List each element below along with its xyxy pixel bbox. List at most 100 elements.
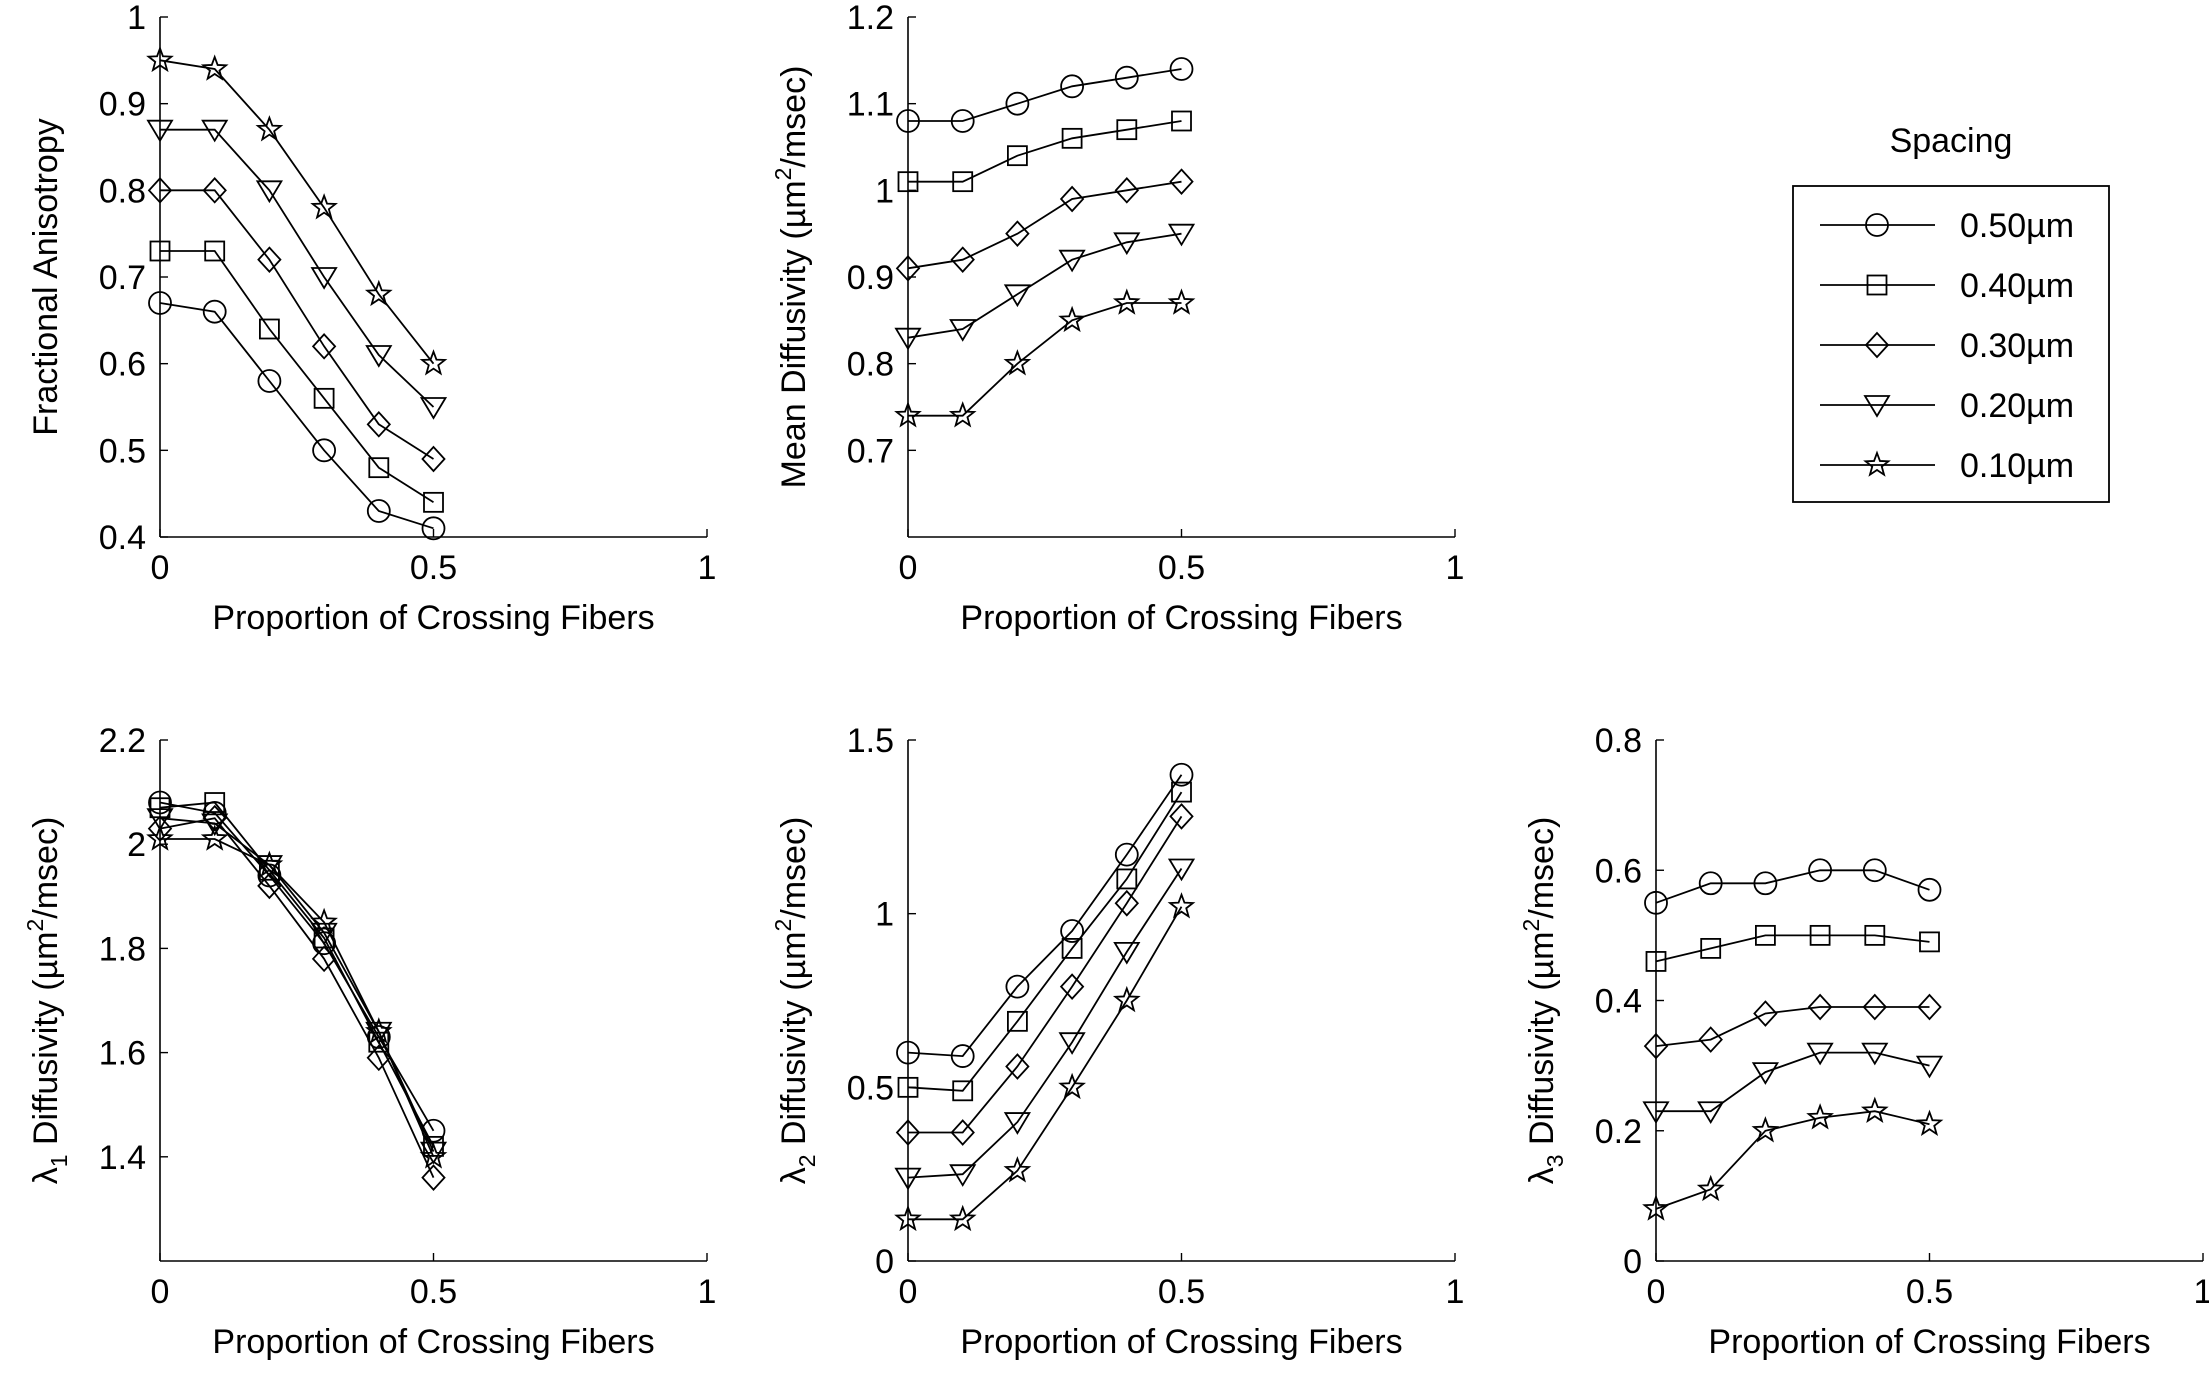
data-point (368, 457, 390, 479)
data-point (204, 792, 226, 813)
data-point (201, 119, 229, 143)
series-line (1656, 1051, 1930, 1113)
series-line (1655, 1006, 1930, 1047)
legend-marker-diamond (1864, 331, 1890, 359)
series-line (160, 189, 434, 460)
x-tick-label: 1 (698, 1273, 717, 1311)
data-point (1003, 284, 1031, 308)
x-axis-label: Proportion of Crossing Fibers (212, 1323, 654, 1361)
data-point (950, 109, 975, 133)
data-point (1058, 1072, 1086, 1100)
data-point (423, 491, 444, 513)
data-point (1058, 249, 1086, 273)
data-point (1005, 1053, 1030, 1080)
legend-label: 0.50µm (1960, 207, 2074, 245)
data-point (1809, 924, 1831, 946)
series-triangle-down (1642, 1042, 1944, 1124)
data-point (147, 815, 173, 842)
data-point (421, 516, 446, 541)
y-axis-label: λ2 Diffusivity (µm2/msec) (770, 817, 820, 1185)
y-axis-label: λ3 Diffusivity (µm2/msec) (1518, 817, 1568, 1185)
series-line (159, 59, 435, 365)
data-point (1171, 110, 1192, 132)
data-point (952, 171, 974, 193)
data-point (1696, 1174, 1725, 1202)
data-point (1005, 974, 1030, 999)
data-point (1003, 1156, 1032, 1183)
series-line (159, 801, 435, 1132)
series-line (908, 120, 1182, 183)
y-tick-label: 1.4 (99, 1139, 146, 1177)
series-line (160, 838, 435, 1158)
data-point (949, 319, 977, 342)
data-point (1753, 871, 1778, 896)
data-point (1642, 1194, 1670, 1221)
y-tick-label: 0.8 (1595, 722, 1642, 760)
x-axis-label: Proportion of Crossing Fibers (212, 599, 654, 637)
data-point (1061, 127, 1083, 149)
series-square (897, 781, 1192, 1102)
y-tick-label: 2 (127, 826, 146, 864)
data-point (1915, 1055, 1944, 1079)
data-point (897, 1076, 919, 1098)
x-tick-label: 0 (1647, 1273, 1666, 1311)
y-tick-label: 0.5 (847, 1069, 894, 1107)
data-point (1167, 223, 1196, 247)
data-point (1116, 119, 1138, 141)
x-axis-label: Proportion of Crossing Fibers (1708, 1323, 2150, 1361)
y-tick-label: 2.2 (99, 722, 146, 760)
series-star (146, 824, 448, 1169)
series-triangle-down (146, 808, 448, 1165)
data-point (255, 850, 284, 877)
x-tick-label: 1 (1446, 549, 1465, 587)
data-point (894, 1204, 922, 1232)
series-line (159, 801, 435, 1147)
data-point (1751, 1062, 1779, 1085)
chart-panel-4: 0 0.5 1 0 0.5 1 1.5 Proportion of Crossing Fibe… (770, 722, 1464, 1361)
data-point (1917, 993, 1942, 1021)
data-point (1169, 803, 1194, 830)
legend-entry: 0.30µm (1820, 327, 2074, 365)
series-star (1642, 1096, 1944, 1221)
data-point (895, 255, 921, 282)
x-tick-label: 0.5 (1158, 549, 1205, 587)
data-point (1167, 858, 1196, 882)
data-point (310, 267, 338, 290)
data-point (1112, 985, 1141, 1013)
y-tick-label: 1.6 (99, 1035, 146, 1073)
data-point (1060, 74, 1084, 99)
x-tick-label: 0 (151, 549, 170, 587)
series-circle (148, 291, 446, 541)
data-point (1698, 871, 1723, 896)
series-line (160, 250, 434, 504)
legend-entry: 0.50µm (1820, 207, 2074, 245)
y-tick-label: 0.8 (847, 346, 894, 384)
data-point (257, 246, 282, 273)
data-point (312, 438, 337, 463)
data-point (146, 119, 174, 143)
data-point (1751, 1116, 1780, 1143)
data-point (894, 401, 922, 428)
data-point (204, 240, 226, 262)
legend-marker-square (1866, 274, 1888, 296)
series-circle (896, 762, 1194, 1068)
data-point (1169, 57, 1194, 81)
data-point (1007, 1010, 1028, 1032)
data-point (202, 299, 227, 324)
x-tick-label: 1 (698, 549, 717, 587)
data-point (1007, 145, 1028, 167)
data-point (200, 824, 229, 851)
series-diamond (895, 803, 1194, 1146)
data-point (1915, 1109, 1944, 1137)
data-point (1806, 1042, 1834, 1066)
data-point (257, 369, 282, 393)
series-line (1655, 869, 1930, 904)
data-point (1169, 762, 1194, 787)
data-point (311, 333, 337, 360)
data-point (1058, 1032, 1086, 1055)
series-triangle-down (146, 119, 448, 420)
series-line (160, 128, 435, 408)
series-diamond (147, 804, 446, 1191)
series-star (146, 45, 448, 376)
legend-box (1792, 185, 2110, 503)
